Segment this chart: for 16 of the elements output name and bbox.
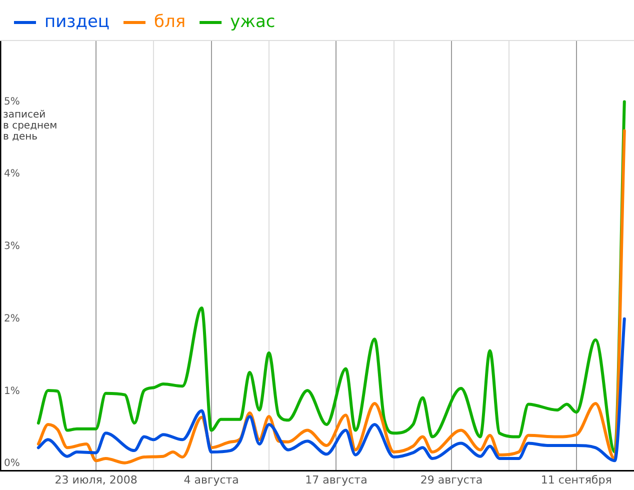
line-series (36, 317, 626, 462)
y-tick-label: 2% (4, 313, 20, 324)
x-tick-label: 23 июля, 2008 (54, 473, 138, 486)
x-tick-label: 29 августа (420, 473, 483, 486)
y-tick-label: 0% (4, 458, 20, 470)
legend-label: бля (154, 12, 186, 32)
y-tick-label: 4% (4, 168, 20, 180)
x-tick-label: 4 августа (184, 473, 239, 486)
y-tick-label: 3% (4, 241, 20, 252)
x-tick-label: 17 августа (305, 473, 368, 486)
y-tick-label: 1% (4, 386, 20, 397)
legend-label: ужас (230, 12, 276, 32)
legend-label: пиздец (44, 12, 110, 32)
x-tick-label: 11 сентября (540, 473, 612, 486)
y-axis-title: записей в среднем в день (3, 109, 58, 142)
y-tick-label: 5% (4, 96, 20, 108)
